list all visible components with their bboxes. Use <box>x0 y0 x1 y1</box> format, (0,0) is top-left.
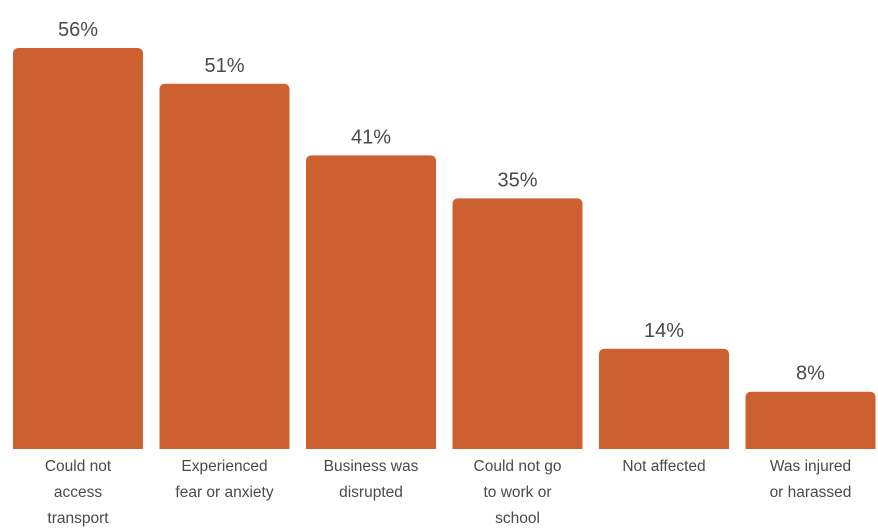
value-label-5: 8% <box>796 363 825 385</box>
value-label-3: 35% <box>497 169 537 191</box>
value-label-2: 41% <box>351 126 391 148</box>
category-label-3-line-2: school <box>495 510 540 527</box>
category-label-0: Could not access transport <box>45 458 112 527</box>
category-label-0-line-2: transport <box>47 510 109 527</box>
value-label-1: 51% <box>204 55 244 77</box>
bar-5 <box>745 391 876 449</box>
category-label-1: Experienced fear or anxiety <box>175 458 273 501</box>
bar-4 <box>599 348 729 449</box>
bar-1 <box>159 83 290 449</box>
category-label-1-line-1: fear or anxiety <box>175 484 273 501</box>
bar-0 <box>13 48 143 449</box>
value-label-0: 56% <box>58 19 98 41</box>
category-label-2-line-0: Business was <box>324 458 419 475</box>
category-label-0-line-1: access <box>54 484 102 501</box>
category-label-5-line-0: Was injured <box>770 458 851 475</box>
category-label-3-line-1: to work or <box>483 484 551 501</box>
category-label-2: Business was disrupted <box>324 458 419 501</box>
category-label-3: Could not go to work or school <box>474 458 562 527</box>
bar-2 <box>306 155 436 450</box>
category-label-0-line-0: Could not <box>45 458 112 475</box>
category-label-2-line-1: disrupted <box>339 484 403 501</box>
category-label-5: Was injured or harassed <box>770 458 852 501</box>
category-label-4-line-0: Not affected <box>622 458 705 475</box>
category-label-3-line-0: Could not go <box>474 458 562 475</box>
bar-3 <box>452 198 583 449</box>
category-label-5-line-1: or harassed <box>770 484 852 501</box>
value-label-4: 14% <box>644 320 684 342</box>
category-label-1-line-0: Experienced <box>181 458 267 475</box>
category-label-4: Not affected <box>622 458 705 475</box>
